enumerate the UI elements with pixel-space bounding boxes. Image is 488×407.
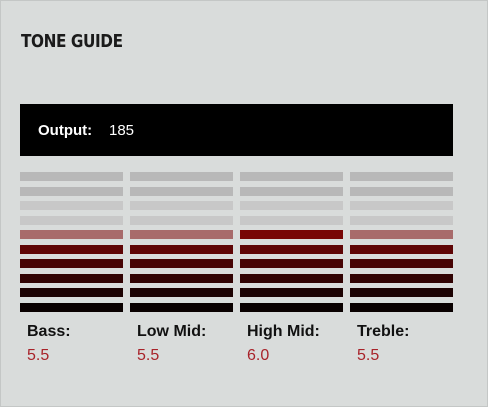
level-segment <box>350 215 453 225</box>
control-value: 5.5 <box>137 347 160 364</box>
level-segment <box>240 273 343 283</box>
level-segment <box>130 186 233 196</box>
level-segment <box>20 230 123 239</box>
level-segment <box>240 302 343 312</box>
level-segment <box>130 201 233 210</box>
level-segment <box>20 302 123 312</box>
control-name: Treble: <box>357 323 410 340</box>
level-segment <box>20 186 123 196</box>
level-segment <box>20 201 123 210</box>
level-segment <box>350 273 453 283</box>
level-segment <box>240 244 343 254</box>
control-name: High Mid: <box>247 323 320 340</box>
level-segment <box>240 186 343 196</box>
control-value: 6.0 <box>247 347 270 364</box>
level-segment <box>350 230 453 239</box>
level-segment <box>350 288 453 297</box>
level-segment <box>240 288 343 297</box>
title: TONE GUIDE <box>21 31 123 52</box>
level-segment <box>350 172 453 181</box>
level-segment <box>20 244 123 254</box>
control-value: 5.5 <box>357 347 380 364</box>
level-segment <box>20 288 123 297</box>
level-segment <box>240 172 343 181</box>
level-segment <box>350 259 453 268</box>
level-segment <box>130 288 233 297</box>
output-label: Output: <box>38 122 93 139</box>
level-segment <box>20 172 123 181</box>
level-segment <box>130 230 233 239</box>
level-segment <box>240 215 343 225</box>
level-segment <box>130 244 233 254</box>
level-segment <box>20 215 123 225</box>
output-value: 185 <box>109 122 135 139</box>
output-bar: Output: 185 <box>20 104 453 156</box>
level-segment <box>350 302 453 312</box>
control-name: Low Mid: <box>137 323 207 340</box>
level-segment <box>240 259 343 268</box>
level-segment <box>350 186 453 196</box>
control-name: Bass: <box>27 323 71 340</box>
level-segment <box>130 172 233 181</box>
level-segment <box>350 201 453 210</box>
control-value: 5.5 <box>27 347 50 364</box>
level-segment <box>20 273 123 283</box>
level-segment <box>130 302 233 312</box>
level-segment <box>130 259 233 268</box>
level-segment <box>130 215 233 225</box>
level-segment <box>240 230 343 239</box>
level-segment <box>350 244 453 254</box>
level-segment <box>130 273 233 283</box>
level-segment <box>20 259 123 268</box>
level-segment <box>240 201 343 210</box>
